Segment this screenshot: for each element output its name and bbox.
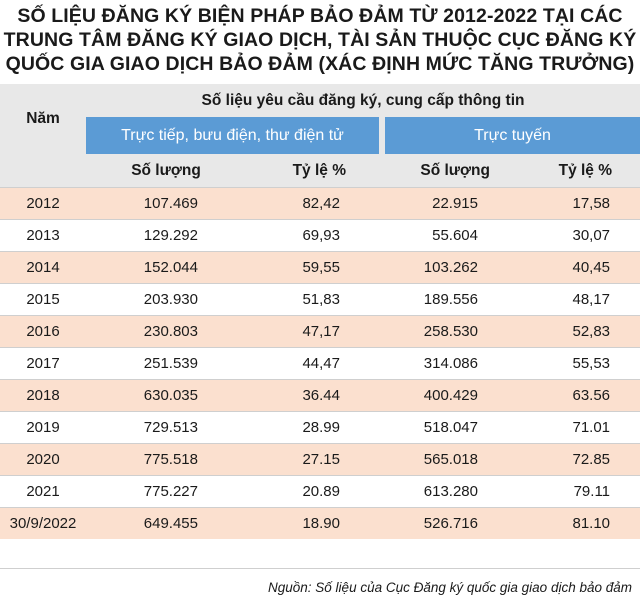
col-header-rate-direct: Tỷ lệ %	[246, 154, 382, 188]
rate-online-cell: 52,83	[516, 315, 640, 348]
table-row: 2018 630.035 36.44 400.429 63.56	[0, 379, 640, 412]
qty-direct-cell: 129.292	[86, 219, 246, 252]
qty-online-cell: 314.086	[382, 347, 516, 380]
table-row: 2016 230.803 47,17 258.530 52,83	[0, 315, 640, 348]
table-row: 2014 152.044 59,55 103.262 40,45	[0, 251, 640, 284]
rate-online-cell: 30,07	[516, 219, 640, 252]
qty-online-cell: 189.556	[382, 283, 516, 316]
rate-direct-cell: 28.99	[246, 411, 382, 444]
table-body: 2012 107.469 82,42 22.915 17,58 2013 129.292 69…	[0, 187, 640, 539]
rate-online-cell: 81.10	[516, 507, 640, 539]
qty-online-cell: 565.018	[382, 443, 516, 476]
qty-online-cell: 103.262	[382, 251, 516, 284]
qty-online-cell: 526.716	[382, 507, 516, 539]
year-cell: 2017	[0, 347, 86, 380]
qty-direct-cell: 649.455	[86, 507, 246, 539]
title-line-2: TRUNG TÂM ĐĂNG KÝ GIAO DỊCH, TÀI SẢN THU…	[3, 29, 637, 51]
rate-online-cell: 40,45	[516, 251, 640, 284]
year-cell: 2016	[0, 315, 86, 348]
qty-online-cell: 55.604	[382, 219, 516, 252]
rate-direct-cell: 59,55	[246, 251, 382, 284]
col-header-qty-direct: Số lượng	[86, 154, 246, 188]
qty-direct-cell: 775.518	[86, 443, 246, 476]
qty-online-cell: 22.915	[382, 187, 516, 220]
year-cell: 2013	[0, 219, 86, 252]
table-row: 2020 775.518 27.15 565.018 72.85	[0, 443, 640, 476]
rate-direct-cell: 82,42	[246, 187, 382, 220]
col-header-year-blank	[0, 154, 86, 188]
data-table: Năm Số liệu yêu cầu đăng ký, cung cấp th…	[0, 84, 640, 539]
year-cell: 2019	[0, 411, 86, 444]
year-cell: 2021	[0, 475, 86, 508]
title-line-3: QUỐC GIA GIAO DỊCH BẢO ĐẢM (XÁC ĐỊNH MỨC…	[5, 53, 635, 75]
table-row: 2012 107.469 82,42 22.915 17,58	[0, 187, 640, 220]
qty-direct-cell: 630.035	[86, 379, 246, 412]
qty-direct-cell: 729.513	[86, 411, 246, 444]
rate-online-cell: 17,58	[516, 187, 640, 220]
table-bottom-divider	[0, 568, 640, 569]
table-row: 2013 129.292 69,93 55.604 30,07	[0, 219, 640, 252]
year-cell: 2012	[0, 187, 86, 220]
title-line-1: SỐ LIỆU ĐĂNG KÝ BIỆN PHÁP BẢO ĐẢM TỪ 201…	[17, 5, 623, 27]
rate-online-cell: 79.11	[516, 475, 640, 508]
year-cell: 2020	[0, 443, 86, 476]
page-title: SỐ LIỆU ĐĂNG KÝ BIỆN PHÁP BẢO ĐẢM TỪ 201…	[0, 4, 640, 76]
table-row: 30/9/2022 649.455 18.90 526.716 81.10	[0, 507, 640, 539]
rate-direct-cell: 69,93	[246, 219, 382, 252]
year-cell: 2014	[0, 251, 86, 284]
sub-header-direct: Trực tiếp, bưu điện, thư điện tử	[86, 117, 382, 154]
source-note: Nguồn: Số liệu của Cục Đăng ký quốc gia …	[268, 580, 632, 595]
qty-direct-cell: 107.469	[86, 187, 246, 220]
table-row: 2017 251.539 44,47 314.086 55,53	[0, 347, 640, 380]
rate-online-cell: 72.85	[516, 443, 640, 476]
col-header-qty-online: Số lượng	[382, 154, 516, 188]
group-header: Số liệu yêu cầu đăng ký, cung cấp thông …	[86, 84, 640, 117]
rate-online-cell: 63.56	[516, 379, 640, 412]
year-cell: 2015	[0, 283, 86, 316]
col-header-rate-online: Tỷ lệ %	[516, 154, 640, 188]
qty-direct-cell: 152.044	[86, 251, 246, 284]
qty-online-cell: 258.530	[382, 315, 516, 348]
year-cell: 30/9/2022	[0, 507, 86, 539]
rate-direct-cell: 47,17	[246, 315, 382, 348]
qty-direct-cell: 251.539	[86, 347, 246, 380]
qty-online-cell: 400.429	[382, 379, 516, 412]
rate-direct-cell: 27.15	[246, 443, 382, 476]
rate-direct-cell: 20.89	[246, 475, 382, 508]
year-cell: 2018	[0, 379, 86, 412]
year-header: Năm	[0, 84, 86, 154]
table-row: 2015 203.930 51,83 189.556 48,17	[0, 283, 640, 316]
qty-direct-cell: 230.803	[86, 315, 246, 348]
table-row: 2019 729.513 28.99 518.047 71.01	[0, 411, 640, 444]
qty-direct-cell: 775.227	[86, 475, 246, 508]
rate-direct-cell: 44,47	[246, 347, 382, 380]
rate-direct-cell: 18.90	[246, 507, 382, 539]
rate-online-cell: 48,17	[516, 283, 640, 316]
rate-online-cell: 55,53	[516, 347, 640, 380]
table-row: 2021 775.227 20.89 613.280 79.11	[0, 475, 640, 508]
qty-online-cell: 518.047	[382, 411, 516, 444]
rate-online-cell: 71.01	[516, 411, 640, 444]
qty-direct-cell: 203.930	[86, 283, 246, 316]
qty-online-cell: 613.280	[382, 475, 516, 508]
sub-header-online: Trực tuyến	[378, 117, 640, 154]
rate-direct-cell: 51,83	[246, 283, 382, 316]
rate-direct-cell: 36.44	[246, 379, 382, 412]
